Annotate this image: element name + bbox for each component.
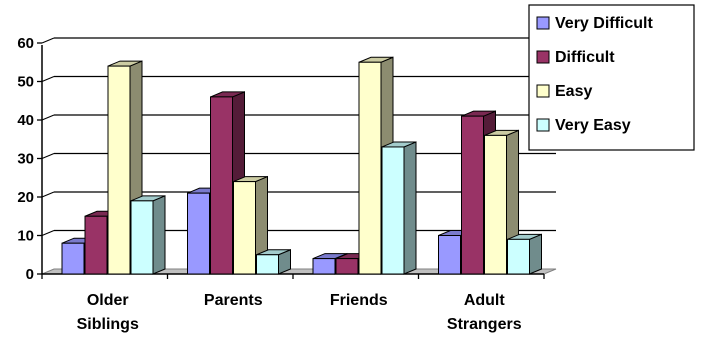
legend-item-2: Easy bbox=[536, 83, 592, 100]
y-tick-label-60: 60 bbox=[17, 35, 34, 52]
bar-2-3 bbox=[381, 141, 417, 275]
bar-front bbox=[233, 181, 256, 275]
bar-1-3 bbox=[256, 249, 291, 275]
bar-side bbox=[152, 195, 166, 275]
legend-label: Easy bbox=[555, 83, 592, 100]
gridline-depth-60 bbox=[41, 37, 55, 44]
bar-front bbox=[84, 215, 108, 275]
bar-0-2 bbox=[107, 60, 143, 275]
bar-front bbox=[461, 115, 484, 275]
bar-front bbox=[187, 192, 210, 275]
bar-front bbox=[256, 254, 279, 275]
bar-0-3 bbox=[130, 195, 166, 275]
bar-front bbox=[381, 146, 405, 275]
y-tick-label-40: 40 bbox=[17, 112, 34, 129]
bar-front bbox=[107, 65, 131, 275]
gridline-depth-30 bbox=[41, 153, 55, 159]
bar-front bbox=[358, 61, 382, 275]
y-tick-label-30: 30 bbox=[17, 151, 34, 168]
x-tick-label-0-0: Older bbox=[87, 292, 129, 309]
legend-item-0: Very Difficult bbox=[536, 15, 653, 32]
bar-3-3 bbox=[507, 233, 542, 275]
bar-front bbox=[61, 242, 85, 275]
legend-item-3: Very Easy bbox=[536, 117, 631, 134]
x-tick-label-0-1: Siblings bbox=[77, 316, 139, 333]
gridline-depth-50 bbox=[41, 76, 55, 82]
x-tick-label-3-1: Strangers bbox=[447, 316, 522, 333]
y-tick-label-0: 0 bbox=[26, 266, 34, 283]
bar-front bbox=[130, 200, 154, 275]
x-tick-label-1-0: Parents bbox=[204, 292, 263, 309]
bar-front bbox=[312, 258, 336, 275]
legend: Very Difficult Difficult Easy Very Easy bbox=[528, 4, 695, 151]
legend-label: Very Difficult bbox=[555, 15, 653, 32]
y-tick-label-50: 50 bbox=[17, 74, 34, 91]
legend-box bbox=[528, 4, 695, 151]
x-tick-label-2-0: Friends bbox=[330, 292, 388, 309]
legend-item-1: Difficult bbox=[536, 49, 615, 66]
gridline-depth-10 bbox=[41, 230, 55, 236]
legend-swatch bbox=[536, 16, 550, 30]
bar-front bbox=[335, 258, 359, 275]
legend-label: Very Easy bbox=[555, 117, 631, 134]
bar-1-2 bbox=[233, 175, 268, 275]
gridline-depth-40 bbox=[41, 114, 55, 121]
gridline-depth-20 bbox=[41, 191, 55, 198]
y-tick-label-20: 20 bbox=[17, 189, 34, 206]
y-tick-label-10: 10 bbox=[17, 228, 34, 245]
legend-swatch bbox=[536, 50, 550, 64]
bar-side bbox=[403, 141, 417, 275]
x-tick-label-3-0: Adult bbox=[464, 292, 506, 309]
bar-side bbox=[529, 233, 542, 275]
bar-front bbox=[507, 238, 530, 275]
bar-front bbox=[484, 134, 507, 275]
bar-front bbox=[210, 96, 233, 275]
legend-swatch bbox=[536, 118, 550, 132]
bar-front bbox=[438, 235, 461, 275]
legend-swatch bbox=[536, 84, 550, 98]
legend-label: Difficult bbox=[555, 49, 615, 66]
